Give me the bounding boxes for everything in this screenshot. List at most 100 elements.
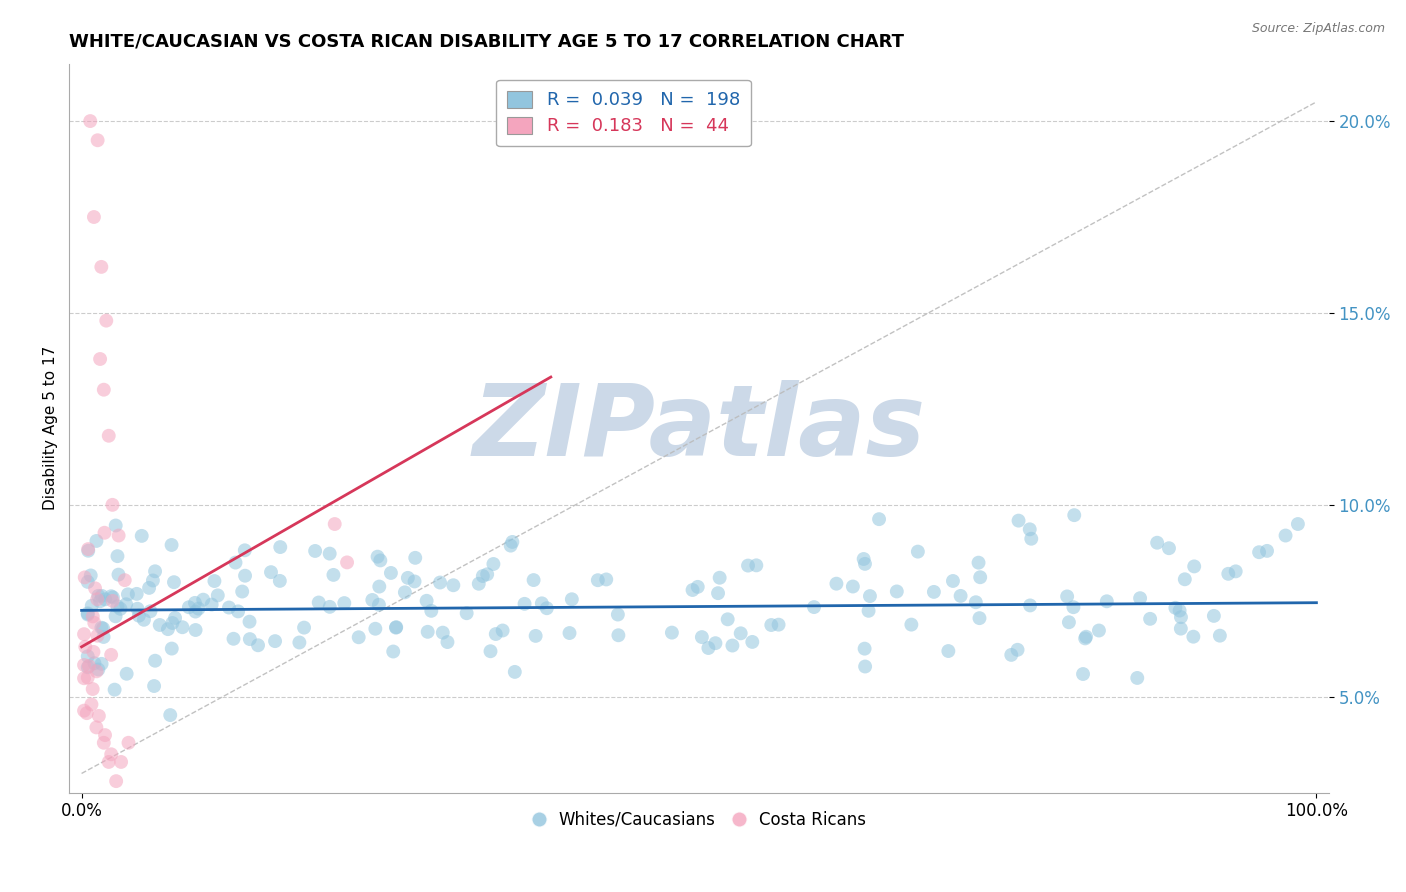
Point — [949, 589, 972, 603]
Point — [177, 600, 200, 615]
Point — [73, 658, 96, 673]
Point — [1000, 648, 1022, 662]
Point — [86, 720, 108, 734]
Point — [707, 586, 730, 600]
Point — [86, 629, 108, 643]
Point — [260, 565, 283, 579]
Point — [247, 638, 270, 652]
Point — [323, 516, 346, 531]
Point — [90, 657, 112, 671]
Point — [1074, 630, 1097, 644]
Point — [1286, 516, 1309, 531]
Text: Source: ZipAtlas.com: Source: ZipAtlas.com — [1251, 22, 1385, 36]
Point — [1256, 544, 1278, 558]
Point — [105, 774, 128, 789]
Point — [1218, 566, 1240, 581]
Point — [432, 625, 454, 640]
Point — [101, 591, 124, 605]
Point — [333, 596, 356, 610]
Point — [1182, 630, 1205, 644]
Point — [852, 552, 875, 566]
Point — [1007, 514, 1029, 528]
Point — [1274, 528, 1296, 542]
Point — [76, 649, 98, 664]
Point — [143, 679, 166, 693]
Point — [886, 584, 908, 599]
Point — [404, 550, 426, 565]
Text: WHITE/CAUCASIAN VS COSTA RICAN DISABILITY AGE 5 TO 17 CORRELATION CHART: WHITE/CAUCASIAN VS COSTA RICAN DISABILIT… — [69, 33, 904, 51]
Point — [686, 580, 709, 594]
Point — [75, 640, 97, 654]
Point — [288, 635, 311, 649]
Point — [468, 576, 491, 591]
Point — [965, 595, 987, 609]
Point — [842, 580, 865, 594]
Point — [110, 755, 132, 769]
Point — [1170, 622, 1192, 636]
Point — [721, 639, 744, 653]
Point — [86, 133, 108, 147]
Point — [264, 634, 287, 648]
Point — [741, 635, 763, 649]
Point — [160, 641, 183, 656]
Point — [76, 706, 98, 720]
Point — [404, 574, 426, 589]
Point — [131, 529, 153, 543]
Point — [101, 498, 124, 512]
Point — [385, 620, 408, 634]
Point — [76, 574, 98, 589]
Point — [163, 575, 186, 590]
Point — [858, 604, 880, 618]
Point — [697, 640, 720, 655]
Point — [308, 595, 330, 609]
Point — [73, 671, 96, 685]
Point — [100, 648, 122, 662]
Point — [416, 624, 439, 639]
Point — [606, 607, 628, 622]
Point — [292, 621, 315, 635]
Point — [77, 659, 100, 673]
Point — [1018, 522, 1040, 536]
Point — [107, 567, 129, 582]
Point — [382, 644, 405, 658]
Text: ZIPatlas: ZIPatlas — [472, 380, 925, 476]
Point — [127, 601, 149, 615]
Point — [456, 606, 478, 620]
Point — [156, 622, 179, 636]
Point — [1074, 632, 1097, 646]
Point — [117, 587, 139, 601]
Point — [104, 518, 127, 533]
Point — [226, 604, 249, 618]
Point — [80, 698, 103, 712]
Point — [233, 543, 256, 558]
Point — [1139, 612, 1161, 626]
Point — [269, 574, 291, 588]
Point — [595, 573, 617, 587]
Point — [536, 601, 558, 615]
Point — [143, 654, 166, 668]
Point — [87, 663, 110, 677]
Point — [76, 607, 98, 622]
Point — [482, 557, 505, 571]
Point — [193, 592, 215, 607]
Point — [1062, 600, 1084, 615]
Point — [104, 682, 127, 697]
Point — [436, 635, 458, 649]
Point — [1225, 565, 1247, 579]
Point — [80, 568, 103, 582]
Point — [336, 555, 359, 569]
Point — [93, 736, 115, 750]
Point — [90, 260, 112, 274]
Point — [101, 594, 124, 608]
Point — [690, 630, 713, 644]
Point — [761, 618, 783, 632]
Point — [347, 630, 370, 644]
Point — [90, 589, 112, 603]
Point — [115, 666, 138, 681]
Point — [218, 600, 240, 615]
Point — [97, 429, 120, 443]
Point — [499, 539, 522, 553]
Point — [86, 665, 108, 679]
Point — [304, 544, 326, 558]
Point — [142, 574, 165, 588]
